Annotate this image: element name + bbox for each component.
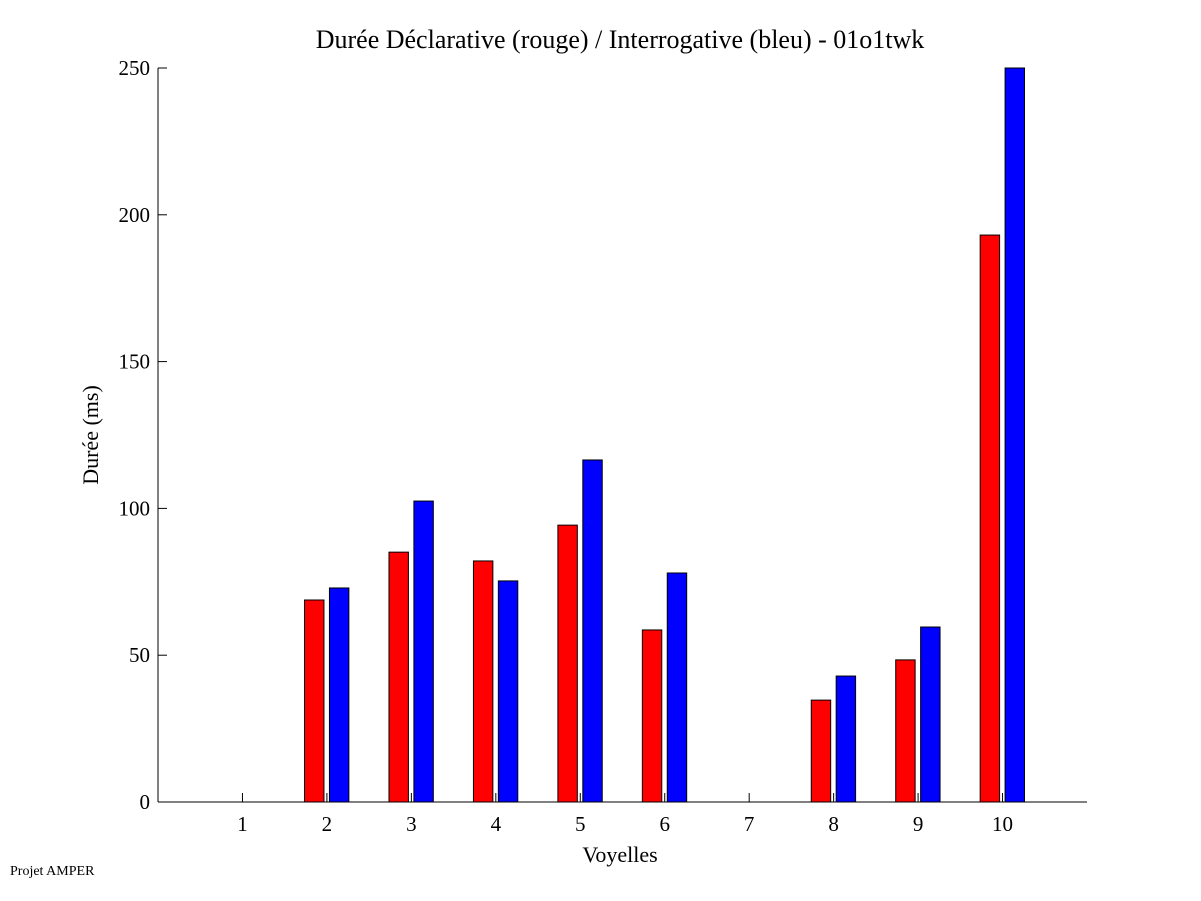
red-bar-5	[557, 524, 578, 803]
red-bar-2	[304, 599, 325, 803]
y-tick-label: 50	[129, 643, 150, 667]
x-tick-label: 8	[828, 812, 839, 836]
blue-bar-8	[835, 675, 857, 803]
x-axis-label: Voyelles	[582, 842, 657, 867]
x-tick-label: 7	[744, 812, 755, 836]
red-bar-6	[641, 629, 663, 803]
red-bar-3	[388, 551, 409, 803]
x-tick-label: 9	[913, 812, 924, 836]
blue-bar-5	[582, 459, 603, 803]
x-tick-label: 4	[491, 812, 502, 836]
x-tick-label: 1	[237, 812, 248, 836]
y-tick-label: 200	[119, 203, 151, 227]
blue-bar-9	[920, 626, 941, 803]
red-bar-10	[979, 234, 1001, 803]
y-tick-label: 250	[119, 56, 151, 80]
blue-bar-6	[666, 572, 688, 803]
blue-bar-10	[1004, 67, 1026, 803]
x-tick-label: 10	[992, 812, 1013, 836]
y-tick-label: 100	[119, 496, 151, 520]
red-bar-8	[810, 699, 832, 803]
blue-bar-4	[497, 580, 519, 803]
footer-credit: Projet AMPER	[10, 864, 95, 879]
y-tick-label: 150	[119, 350, 151, 374]
y-tick-label: 0	[140, 790, 151, 814]
blue-bar-3	[413, 500, 434, 803]
red-bar-9	[895, 659, 916, 803]
chart-title: Durée Déclarative (rouge) / Interrogativ…	[316, 25, 925, 54]
y-axis-label: Durée (ms)	[78, 385, 103, 485]
x-tick-label: 2	[322, 812, 333, 836]
x-tick-label: 3	[406, 812, 417, 836]
red-bar-4	[472, 560, 494, 803]
blue-bar-2	[328, 587, 350, 803]
x-tick-label: 6	[659, 812, 670, 836]
x-tick-label: 5	[575, 812, 586, 836]
